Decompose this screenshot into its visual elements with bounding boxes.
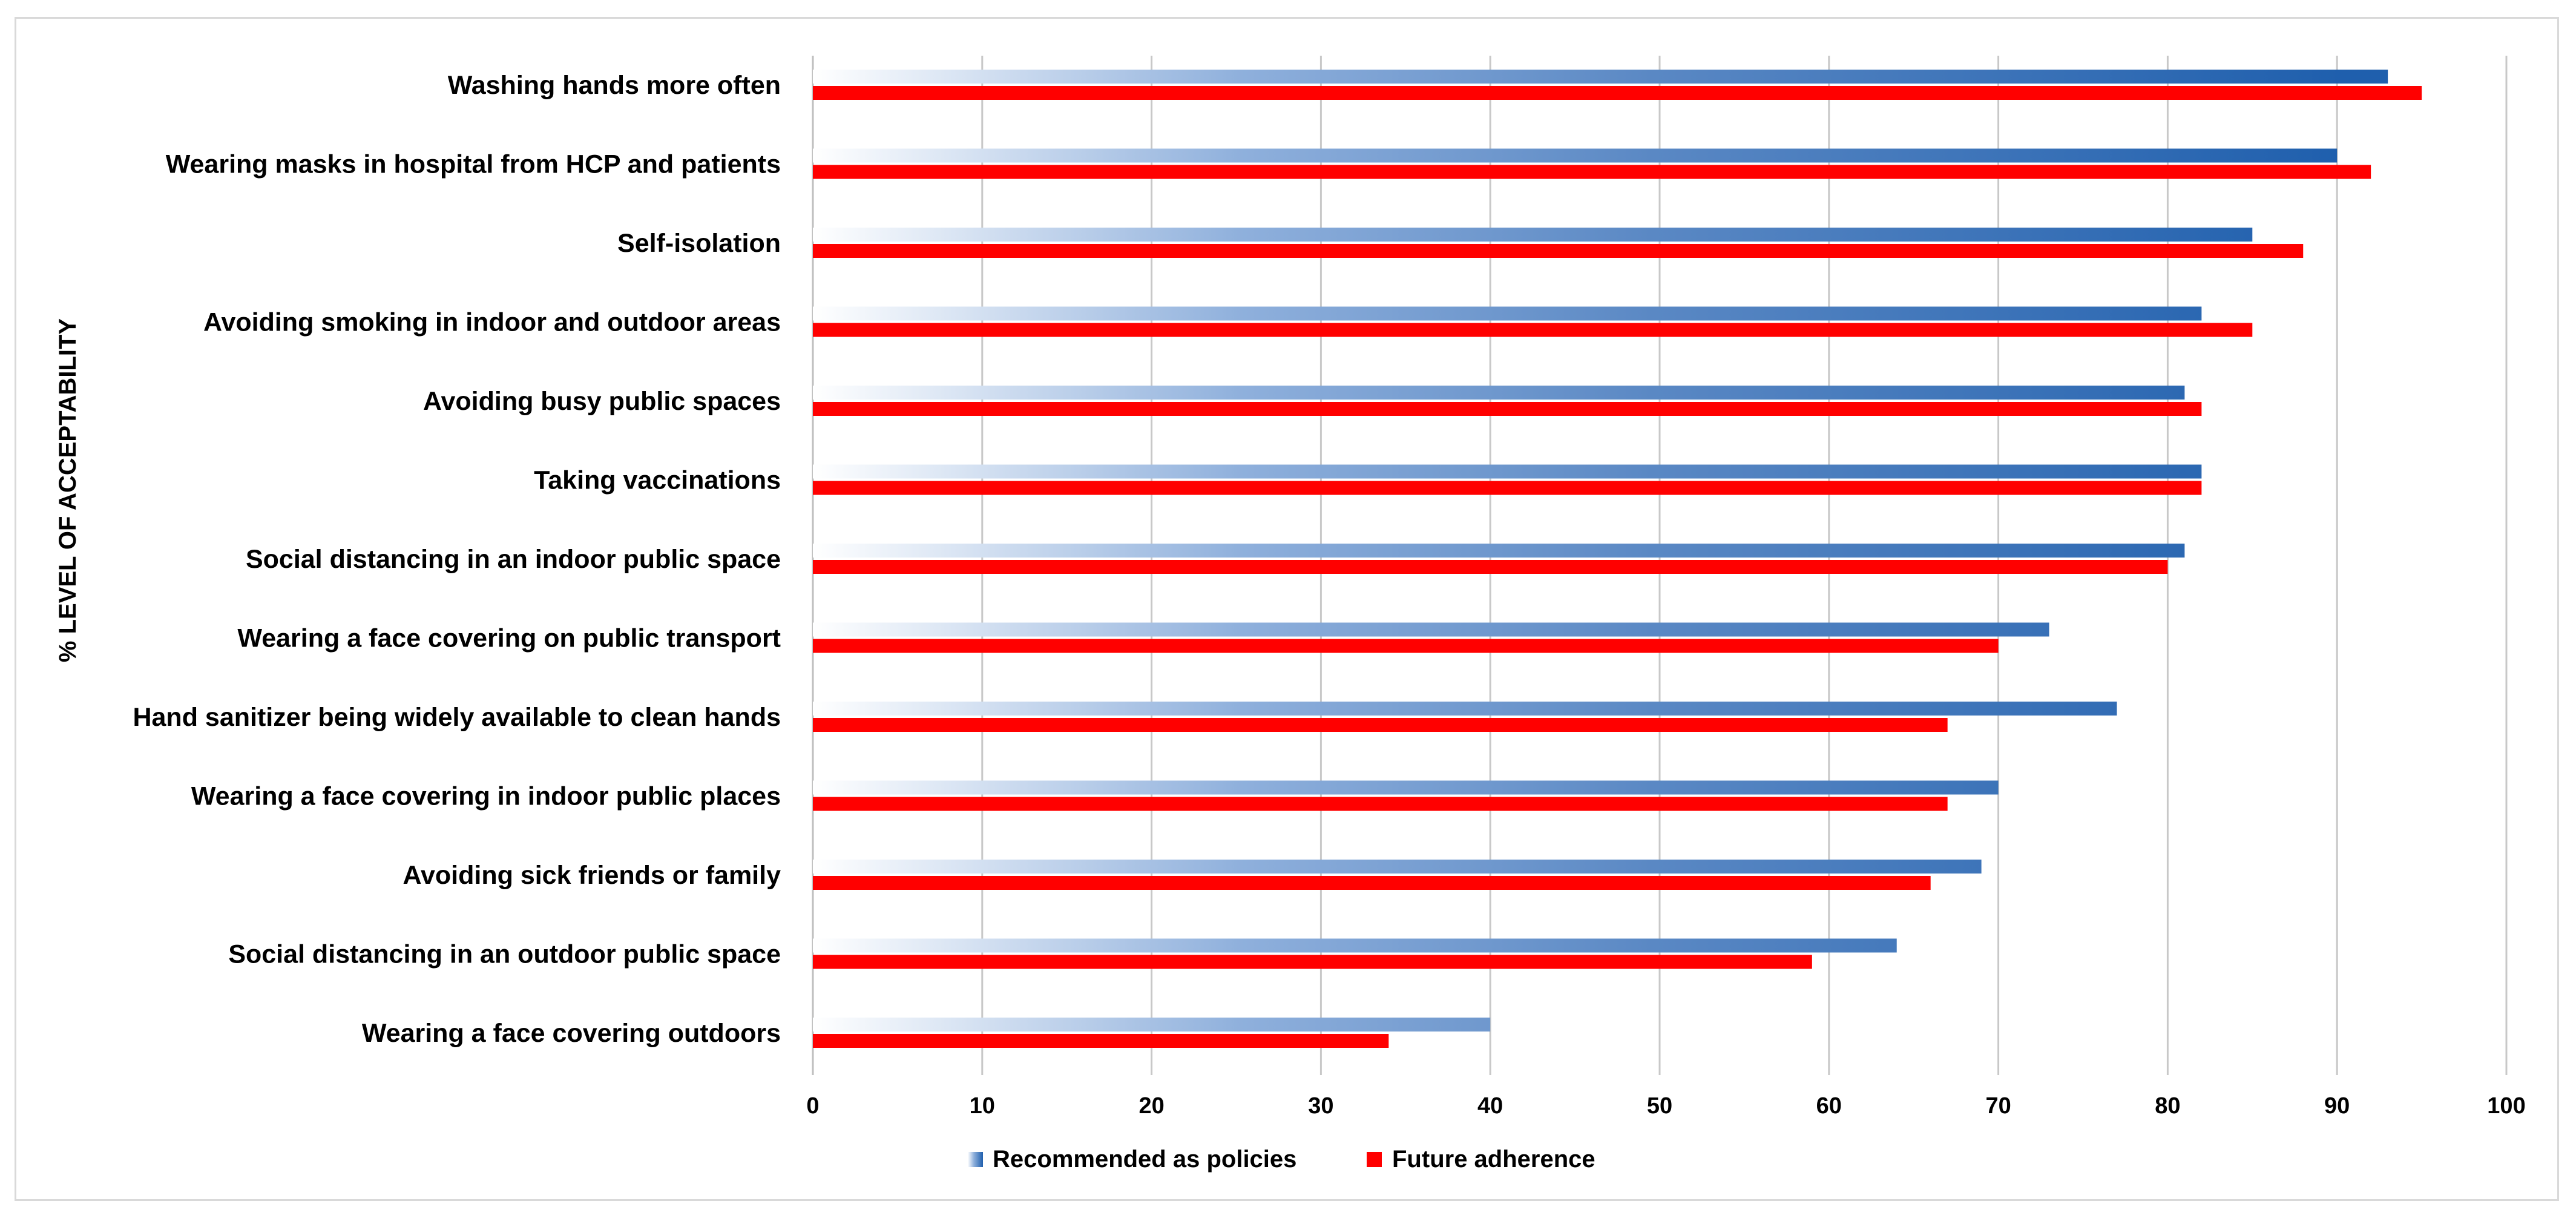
category-label: Wearing a face covering in indoor public… — [191, 782, 781, 811]
bar-future-adherence — [813, 955, 1812, 969]
category-label: Avoiding smoking in indoor and outdoor a… — [203, 308, 781, 337]
x-axis: 0 10 20 30 40 50 60 70 80 90 100 — [806, 1093, 2525, 1119]
bar-recommended — [813, 228, 2253, 242]
x-tick-label: 40 — [1477, 1093, 1503, 1119]
category-label: Wearing a face covering outdoors — [362, 1019, 781, 1048]
bar-future-adherence — [813, 244, 2304, 258]
category-label: Social distancing in an indoor public sp… — [246, 545, 781, 574]
category-labels: Washing hands more often Wearing masks in… — [133, 71, 781, 1048]
x-tick-label: 30 — [1308, 1093, 1333, 1119]
bar-future-adherence — [813, 86, 2422, 100]
bar-recommended — [813, 780, 1999, 795]
category-label: Taking vaccinations — [534, 466, 781, 495]
bar-future-adherence — [813, 876, 1931, 890]
chart-frame — [15, 17, 2559, 1201]
bar-recommended — [813, 464, 2202, 479]
legend-swatch-recommended — [968, 1152, 983, 1167]
bar-future-adherence — [813, 560, 2168, 574]
category-label: Avoiding sick friends or family — [403, 861, 781, 890]
category-label: Social distancing in an outdoor public s… — [228, 940, 781, 969]
category-label: Wearing masks in hospital from HCP and p… — [166, 150, 781, 179]
bar-recommended — [813, 386, 2185, 400]
bar-future-adherence — [813, 639, 1999, 653]
bar-future-adherence — [813, 1034, 1389, 1048]
x-tick-label: 10 — [970, 1093, 995, 1119]
category-label: Wearing a face covering on public transp… — [237, 624, 781, 653]
bars — [813, 70, 2422, 1048]
bar-recommended — [813, 702, 2117, 716]
category-label: Avoiding busy public spaces — [423, 387, 781, 416]
bar-recommended — [813, 70, 2388, 84]
x-tick-label: 90 — [2324, 1093, 2350, 1119]
x-tick-label: 0 — [806, 1093, 819, 1119]
legend-swatch-future — [1367, 1152, 1382, 1167]
x-tick-label: 50 — [1647, 1093, 1672, 1119]
bar-future-adherence — [813, 165, 2371, 179]
legend-label-future: Future adherence — [1392, 1146, 1595, 1173]
legend: Recommended as policies Future adherence — [968, 1146, 1595, 1173]
legend-label-recommended: Recommended as policies — [993, 1146, 1296, 1173]
bar-recommended — [813, 306, 2202, 321]
bar-recommended — [813, 860, 1982, 874]
x-tick-label: 100 — [2487, 1093, 2525, 1119]
bar-recommended — [813, 544, 2185, 558]
x-tick-label: 80 — [2155, 1093, 2180, 1119]
x-tick-label: 70 — [1985, 1093, 2011, 1119]
category-label: Self-isolation — [617, 229, 781, 258]
category-label: Washing hands more often — [448, 71, 781, 100]
bar-recommended — [813, 938, 1897, 953]
category-label: Hand sanitizer being widely available to… — [133, 703, 781, 732]
bar-future-adherence — [813, 797, 1948, 811]
bar-recommended — [813, 148, 2338, 163]
x-tick-label: 20 — [1138, 1093, 1164, 1119]
bar-recommended — [813, 1018, 1491, 1032]
y-axis-title: % LEVEL OF ACCEPTABILITY — [54, 318, 81, 663]
x-tick-label: 60 — [1816, 1093, 1842, 1119]
bar-future-adherence — [813, 402, 2202, 416]
bar-future-adherence — [813, 323, 2253, 337]
bar-recommended — [813, 622, 2049, 637]
bar-future-adherence — [813, 718, 1948, 732]
bar-future-adherence — [813, 481, 2202, 495]
